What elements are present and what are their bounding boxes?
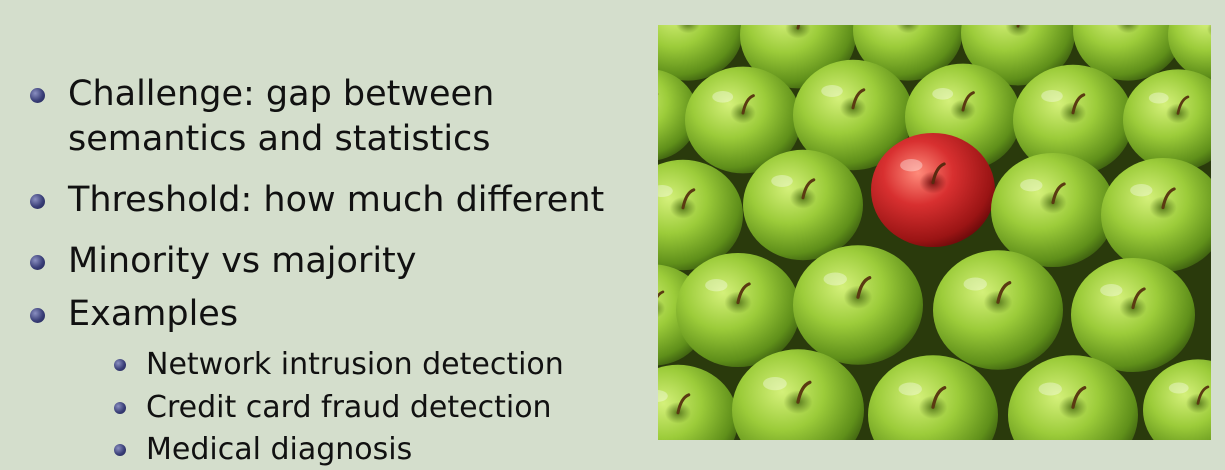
green-apple [685, 66, 801, 174]
green-apple [676, 252, 800, 368]
sub-bullet-dot-icon [114, 359, 126, 371]
bullet-item-threshold: Threshold: how much different [30, 178, 605, 223]
bullet-text-line: Minority vs majority [68, 241, 417, 281]
green-apple [793, 59, 913, 171]
sub-bullet-credit-card-fraud: Credit card fraud detection [114, 388, 552, 428]
sub-bullet-text: Medical diagnosis [146, 432, 413, 467]
green-apple [1008, 355, 1138, 440]
bullet-text-line: semantics and statistics [68, 119, 491, 159]
bullet-item-challenge: Challenge: gap between semantics and sta… [30, 72, 495, 162]
green-apple [1101, 157, 1211, 273]
green-apple [1143, 359, 1211, 440]
green-apple [732, 349, 864, 440]
green-apple [658, 69, 698, 161]
green-apple [868, 355, 998, 440]
bullet-text-line: Challenge: gap between [68, 74, 495, 114]
red-apple [871, 132, 995, 248]
green-apple [1168, 25, 1211, 81]
green-apple [991, 152, 1115, 268]
bullet-item-examples: Examples [30, 292, 239, 337]
sub-bullet-dot-icon [114, 444, 126, 456]
sub-bullet-text: Credit card fraud detection [146, 390, 552, 425]
sub-bullet-medical-diagnosis: Medical diagnosis [114, 430, 413, 470]
apples-photo [658, 25, 1211, 440]
bullet-text-line: Threshold: how much different [68, 180, 605, 220]
bullet-dot-icon [30, 255, 45, 270]
green-apple [933, 250, 1063, 370]
green-apple [658, 364, 738, 440]
sub-bullet-dot-icon [114, 402, 126, 414]
bullet-dot-icon [30, 88, 45, 103]
green-apple [1123, 69, 1211, 171]
green-apple [1071, 257, 1195, 373]
green-apple [793, 245, 923, 365]
sub-bullet-network-intrusion: Network intrusion detection [114, 345, 564, 385]
green-apple [743, 149, 863, 261]
bullet-dot-icon [30, 194, 45, 209]
green-apple [658, 25, 743, 81]
sub-bullet-text: Network intrusion detection [146, 347, 564, 382]
bullet-list: Challenge: gap between semantics and sta… [30, 72, 605, 467]
bullet-text-line: Examples [68, 294, 239, 334]
green-apple [1013, 64, 1133, 176]
apples-illustration [658, 25, 1211, 440]
bullet-item-minority: Minority vs majority [30, 239, 417, 284]
green-apple [658, 159, 743, 271]
green-apple [1073, 25, 1183, 81]
bullet-dot-icon [30, 308, 45, 323]
